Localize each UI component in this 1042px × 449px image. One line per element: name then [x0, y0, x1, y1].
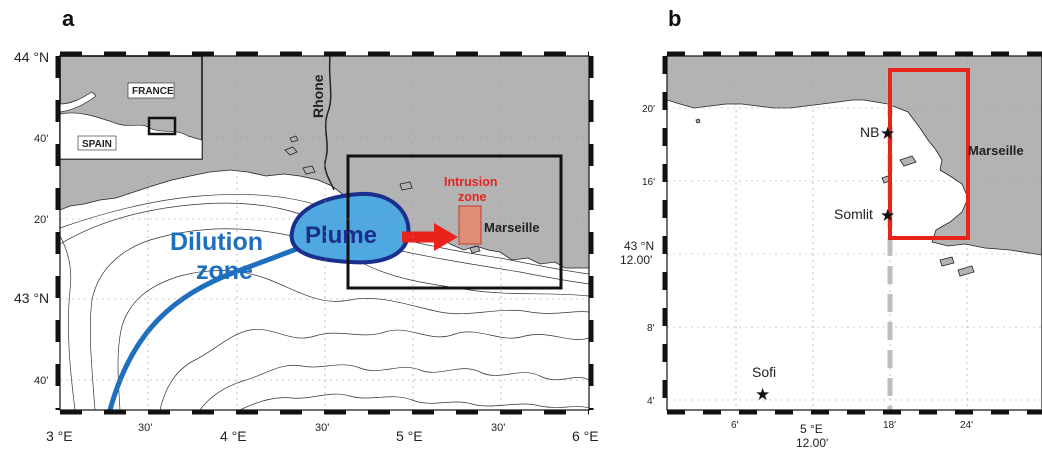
- b-lat-tick-8: 8': [647, 323, 655, 334]
- panel-b-letter: b: [668, 6, 681, 31]
- intrusion-arrow-head: [434, 223, 458, 251]
- lon-tick-4e: 4 °E: [220, 428, 247, 444]
- bathymetry-contours: [60, 194, 589, 410]
- intrusion-label-line2: zone: [458, 190, 487, 204]
- station-sofi-label: Sofi: [752, 364, 776, 380]
- intrusion-zone-box: [458, 205, 482, 245]
- panel-a-lat-ticks: 44 °N 40' 20' 43 °N 40': [14, 49, 49, 387]
- b-lat-tick-12: 12.00': [620, 253, 652, 267]
- station-somlit-label: Somlit: [834, 206, 873, 222]
- b-lat-tick-16: 16': [642, 177, 655, 188]
- station-sofi-marker: ★: [755, 385, 770, 405]
- lat-tick-44n: 44 °N: [14, 49, 49, 65]
- dilution-label-line1: Dilution: [170, 228, 263, 256]
- panel-b-map: Marseille NB ★ Somlit ★ Sofi ★: [667, 56, 1042, 410]
- rhone-river: [324, 56, 335, 191]
- lon-tick-6e: 6 °E: [572, 428, 599, 444]
- inset-map: FRANCE SPAIN: [59, 55, 203, 160]
- panel-a-lon-ticks: 3 °E 30' 4 °E 30' 5 °E 30' 6 °E: [46, 422, 599, 444]
- b-lat-tick-4: 4': [647, 396, 655, 407]
- panel-a-map: Rhone Dilution zone Plume Intrusion zone…: [60, 56, 589, 410]
- marseille-label-a: Marseille: [484, 220, 540, 235]
- plume-label: Plume: [305, 222, 377, 249]
- panel-a-letter: a: [62, 6, 75, 31]
- zoom-region-box: [346, 154, 563, 290]
- inset-spain-label: SPAIN: [82, 139, 112, 150]
- lat-tick-43n: 43 °N: [14, 290, 49, 306]
- panel-b-land: [667, 56, 1042, 256]
- b-lon-tick-12: 12.00': [796, 436, 828, 449]
- b-lon-tick-24: 24': [960, 420, 973, 431]
- lon-tick-30a: 30': [138, 422, 152, 434]
- panel-b-islands: [695, 118, 975, 277]
- lat-tick-40a: 40': [34, 133, 48, 145]
- lon-tick-30b: 30': [315, 422, 329, 434]
- b-lat-tick-43n: 43 °N: [624, 239, 654, 253]
- panel-a-grid: [60, 56, 589, 410]
- b-lon-tick-5e: 5 °E: [800, 422, 823, 436]
- lon-tick-30c: 30': [491, 422, 505, 434]
- dilution-label-line2: zone: [196, 257, 253, 285]
- inset-study-area-box: [147, 116, 177, 136]
- panel-b-lat-ticks: 20' 16' 43 °N 12.00' 8' 4': [620, 104, 655, 407]
- marseille-label-b: Marseille: [968, 143, 1024, 158]
- panel-b-lon-ticks: 6' 5 °E 12.00' 18' 24': [731, 420, 973, 449]
- panel-a-frame: [55, 51, 594, 415]
- station-somlit-marker: ★: [880, 206, 895, 226]
- b-lon-tick-18: 18': [883, 420, 896, 431]
- marseille-red-box: [888, 68, 970, 240]
- panel-b-frame: [662, 51, 1042, 415]
- lon-tick-3e: 3 °E: [46, 428, 73, 444]
- station-nb-label: NB: [860, 124, 879, 140]
- rhone-label: Rhone: [310, 74, 326, 118]
- coastal-islands: [284, 135, 481, 254]
- intrusion-label-line1: Intrusion: [444, 175, 497, 189]
- inset-france-label: FRANCE: [132, 86, 174, 97]
- b-lat-tick-20: 20': [642, 104, 655, 115]
- lon-tick-5e: 5 °E: [396, 428, 423, 444]
- b-lon-tick-6: 6': [731, 420, 739, 431]
- lat-tick-40b: 40': [34, 375, 48, 387]
- lat-tick-20: 20': [34, 214, 48, 226]
- station-nb-marker: ★: [880, 124, 895, 144]
